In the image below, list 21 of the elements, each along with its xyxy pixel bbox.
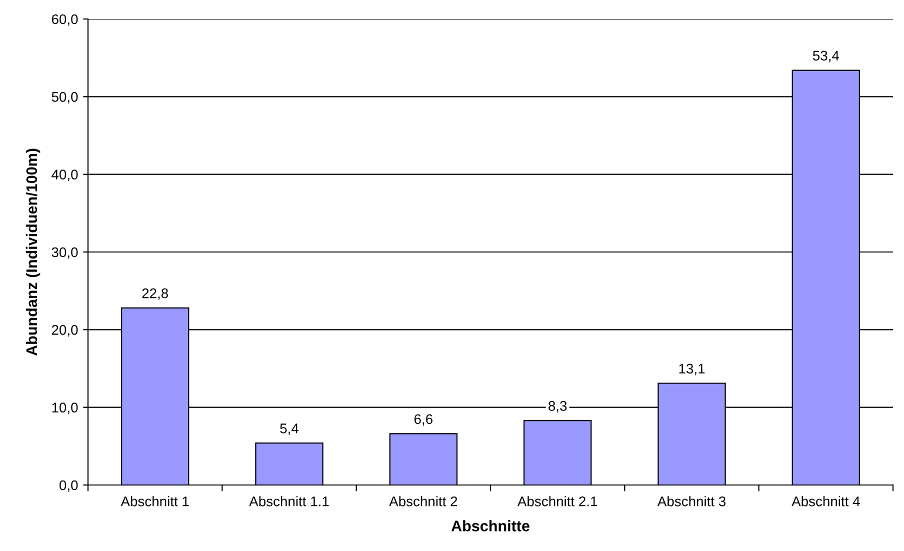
y-tick-label: 20,0 xyxy=(52,325,78,336)
y-tick-label: 30,0 xyxy=(52,247,78,259)
data-label: 8,3 xyxy=(548,401,567,412)
data-label: 6,6 xyxy=(414,414,432,426)
y-tick-label: 40,0 xyxy=(52,170,78,182)
x-axis-title: Abschnitte xyxy=(451,520,530,532)
x-tick-label: Abschnitt 3 xyxy=(657,496,726,506)
x-tick-label: Abschnitt 1.1 xyxy=(249,496,329,506)
y-tick-label: 60,0 xyxy=(52,14,78,26)
y-axis-title: Abundanz (Individuen/100m) xyxy=(26,148,40,356)
x-tick-label: Abschnitt 2 xyxy=(389,496,458,506)
data-label: 53,4 xyxy=(812,50,840,62)
x-tick-label: Abschnitt 4 xyxy=(792,496,860,506)
y-tick-label: 50,0 xyxy=(52,92,78,104)
y-tick-label: 10,0 xyxy=(52,402,78,414)
x-tick-label: Abschnitt 2.1 xyxy=(517,496,598,506)
data-label: 22,8 xyxy=(142,288,168,300)
x-tick-label: Abschnitt 1 xyxy=(120,496,189,506)
data-label: 13,1 xyxy=(679,364,705,376)
data-label: 5,4 xyxy=(280,424,298,436)
y-tick-label: 0,0 xyxy=(60,480,78,492)
